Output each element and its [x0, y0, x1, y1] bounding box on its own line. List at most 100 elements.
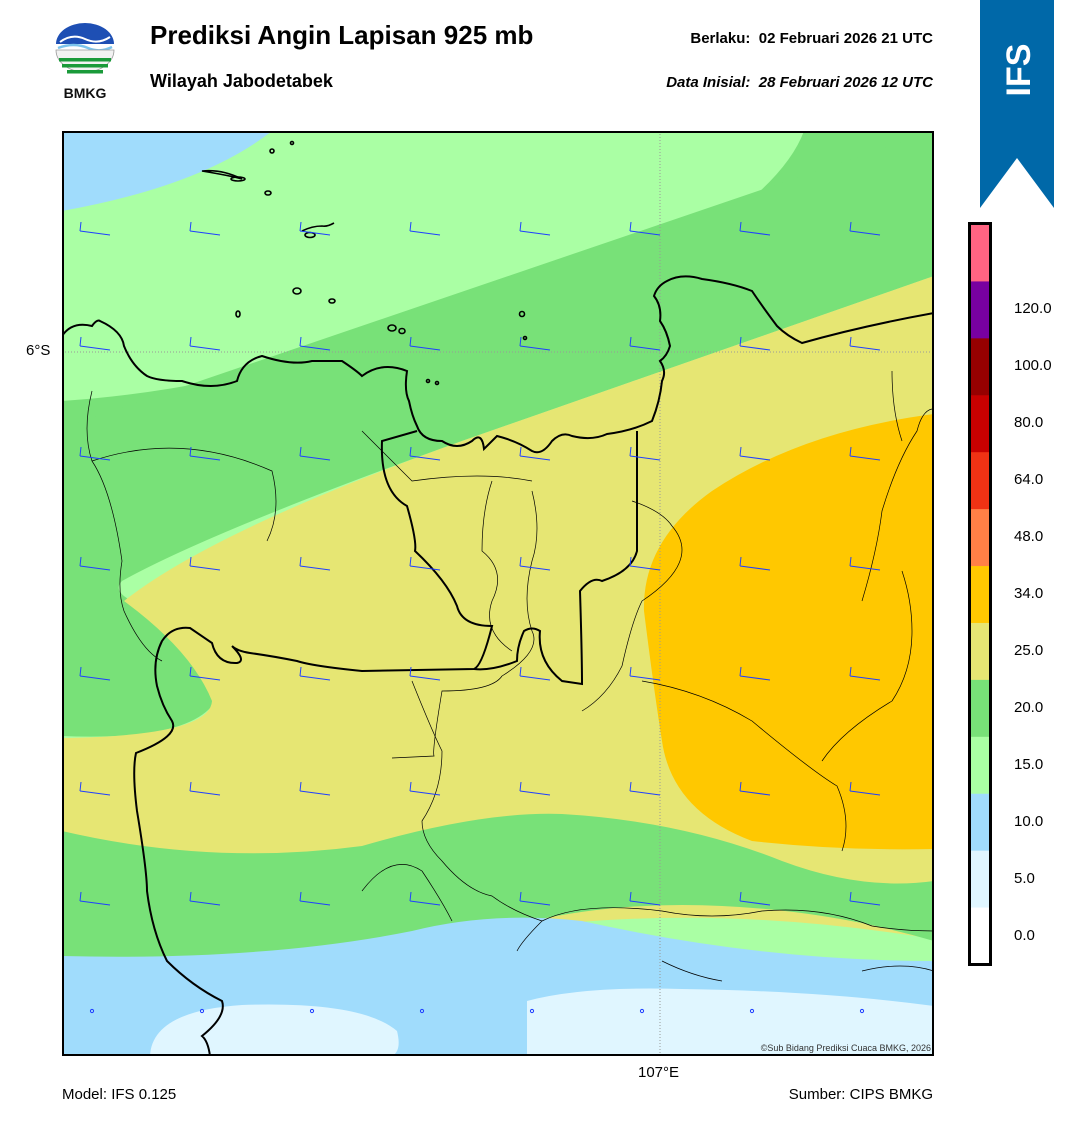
wind-barb — [519, 666, 551, 681]
province-boundaries — [133, 430, 638, 1056]
wind-barb — [849, 556, 881, 571]
wind-barb — [189, 446, 221, 461]
colorbar-tick-label: 120.0 — [1014, 300, 1052, 318]
wind-barb — [629, 336, 661, 351]
colorbar-segment — [970, 451, 990, 510]
band-5-10-northwest — [62, 131, 272, 211]
source-label: Sumber: CIPS BMKG — [788, 1086, 933, 1103]
wind-barb — [79, 556, 111, 571]
colorbar-segment — [970, 224, 990, 282]
wind-barb — [629, 221, 661, 236]
wind-barb — [629, 446, 661, 461]
colorbar-tick-label: 64.0 — [1014, 471, 1044, 489]
wind-barb — [639, 1008, 645, 1014]
valid-time: Berlaku: 02 Februari 2026 21 UTC — [690, 30, 933, 47]
map-title: Prediksi Angin Lapisan 925 mb — [150, 20, 534, 50]
ifs-ribbon: IFS — [980, 0, 1054, 208]
copyright-text: ©Sub Bidang Prediksi Cuaca BMKG, 2026 — [760, 1043, 931, 1053]
wind-barb — [629, 666, 661, 681]
colorbar-tick-label: 100.0 — [1014, 357, 1052, 375]
wind-barb — [739, 781, 771, 796]
wind-barb — [629, 781, 661, 796]
wind-barb — [79, 336, 111, 351]
wind-barb — [189, 336, 221, 351]
wind-barb — [299, 891, 331, 906]
wind-barb — [189, 891, 221, 906]
wind-barb — [79, 446, 111, 461]
wind-barb — [409, 336, 441, 351]
colorbar-segment — [970, 337, 990, 396]
wind-barb — [409, 666, 441, 681]
wind-barb — [519, 781, 551, 796]
coastline — [62, 275, 934, 454]
ribbon-text: IFS — [1000, 44, 1038, 97]
wind-barb — [79, 891, 111, 906]
colorbar-segment — [970, 907, 990, 965]
wind-barb — [409, 221, 441, 236]
wind-barb — [89, 1008, 95, 1014]
colorbar-tick-label: 25.0 — [1014, 641, 1044, 659]
wind-barb — [189, 781, 221, 796]
init-value: 28 Februari 2026 12 UTC — [758, 74, 933, 91]
wind-barb — [189, 666, 221, 681]
wind-barb — [739, 446, 771, 461]
wind-barb — [529, 1008, 535, 1014]
longitude-label: 107°E — [638, 1064, 680, 1081]
init-time: Data Inisial: 28 Februari 2026 12 UTC — [666, 74, 933, 91]
wind-barb — [849, 336, 881, 351]
wind-barb — [739, 221, 771, 236]
wind-barb — [519, 446, 551, 461]
wind-barb — [299, 446, 331, 461]
wind-barb — [629, 556, 661, 571]
colorbar-segment — [970, 850, 990, 908]
band-15-20-south — [62, 813, 934, 991]
wind-map — [62, 131, 934, 1056]
wind-barb — [739, 336, 771, 351]
wind-barb — [299, 781, 331, 796]
wind-barb — [299, 336, 331, 351]
wind-barb — [519, 891, 551, 906]
wind-barb — [739, 556, 771, 571]
colorbar-tick-label: 10.0 — [1014, 812, 1044, 830]
wind-barb — [189, 556, 221, 571]
thousand-islands — [201, 140, 528, 386]
wind-barb — [409, 446, 441, 461]
wind-barb — [849, 781, 881, 796]
wind-barb — [849, 221, 881, 236]
wind-barb — [849, 666, 881, 681]
colorbar-tick-label: 20.0 — [1014, 698, 1044, 716]
init-label: Data Inisial: — [666, 74, 751, 91]
colorbar-segment — [970, 622, 990, 680]
wind-barb — [199, 1008, 205, 1014]
wind-speed-colorbar — [968, 222, 992, 966]
colorbar-segment — [970, 679, 990, 737]
colorbar-segment — [970, 565, 990, 623]
band-0-5-southeast — [527, 988, 934, 1056]
band-0-5-southwest — [150, 1004, 399, 1056]
wind-barb — [849, 891, 881, 906]
wind-barb — [79, 781, 111, 796]
colorbar-segment — [970, 736, 990, 794]
colorbar-segment — [970, 280, 990, 339]
wind-barb — [409, 781, 441, 796]
wind-barb — [409, 556, 441, 571]
colorbar-tick-label: 0.0 — [1014, 926, 1035, 944]
wind-barb — [519, 221, 551, 236]
band-15-20-west — [62, 131, 934, 737]
wind-barb — [309, 1008, 315, 1014]
wind-barb — [859, 1008, 865, 1014]
colorbar-tick-label: 5.0 — [1014, 869, 1035, 887]
wind-barb — [79, 221, 111, 236]
wind-barb — [749, 1008, 755, 1014]
map-subtitle: Wilayah Jabodetabek — [150, 71, 333, 91]
colorbar-segment — [970, 793, 990, 851]
wind-barb — [629, 891, 661, 906]
colorbar-tick-label: 48.0 — [1014, 528, 1044, 546]
wind-barbs — [79, 221, 881, 1014]
wind-barb — [299, 221, 331, 236]
wind-barb — [409, 891, 441, 906]
logo-text: BMKG — [64, 85, 107, 101]
wind-barb — [849, 446, 881, 461]
valid-value: 02 Februari 2026 21 UTC — [758, 30, 933, 47]
latitude-label: 6°S — [26, 342, 51, 359]
